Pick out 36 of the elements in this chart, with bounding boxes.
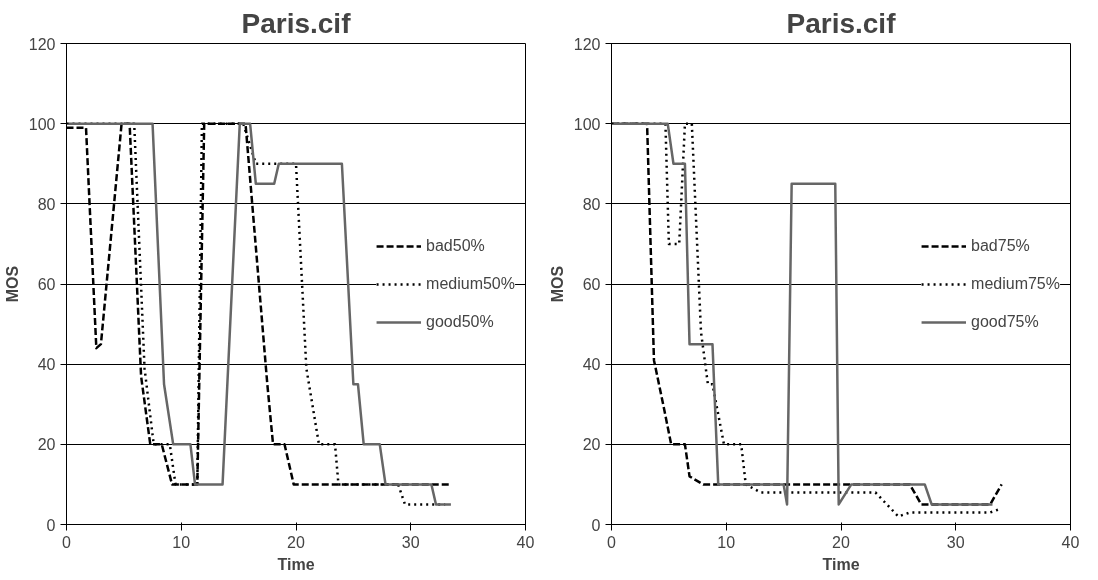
y-tick-label: 0 [591, 516, 601, 534]
x-tick-label: 20 [287, 533, 305, 551]
legend-label: good75% [971, 312, 1039, 331]
x-tick-label: 10 [717, 533, 736, 551]
y-axis-title: MOS [548, 265, 566, 303]
y-tick-label: 60 [37, 276, 56, 293]
x-tick-label: 40 [1061, 533, 1080, 551]
x-axis-title: Time [822, 555, 860, 573]
x-axis-title: Time [277, 555, 315, 573]
legend-label: bad75% [971, 236, 1030, 255]
legend-label: bad50% [426, 236, 485, 255]
x-tick-label: 0 [607, 533, 617, 551]
y-tick-label: 20 [37, 436, 56, 454]
legend-label: medium50% [426, 274, 515, 293]
y-tick-label: 120 [28, 35, 56, 53]
legend-label: good50% [426, 312, 494, 331]
y-tick-label: 80 [582, 195, 601, 213]
y-axis-title: MOS [3, 265, 21, 303]
y-tick-label: 120 [573, 35, 601, 53]
chart-title: Paris.cif [786, 7, 897, 39]
y-tick-label: 0 [46, 516, 56, 534]
legend-label: medium75% [971, 274, 1060, 293]
y-tick-label: 100 [28, 115, 56, 133]
x-tick-label: 0 [62, 533, 72, 551]
y-tick-label: 20 [582, 436, 601, 454]
x-tick-label: 30 [946, 533, 965, 551]
x-tick-label: 30 [401, 533, 420, 551]
x-tick-label: 40 [516, 533, 535, 551]
x-tick-label: 20 [832, 533, 850, 551]
y-tick-label: 60 [582, 276, 601, 293]
x-tick-label: 10 [172, 533, 191, 551]
y-tick-label: 40 [582, 356, 601, 374]
y-tick-label: 80 [37, 195, 56, 213]
chart-title: Paris.cif [241, 7, 352, 39]
y-tick-label: 100 [573, 115, 601, 133]
y-tick-label: 40 [37, 356, 56, 374]
